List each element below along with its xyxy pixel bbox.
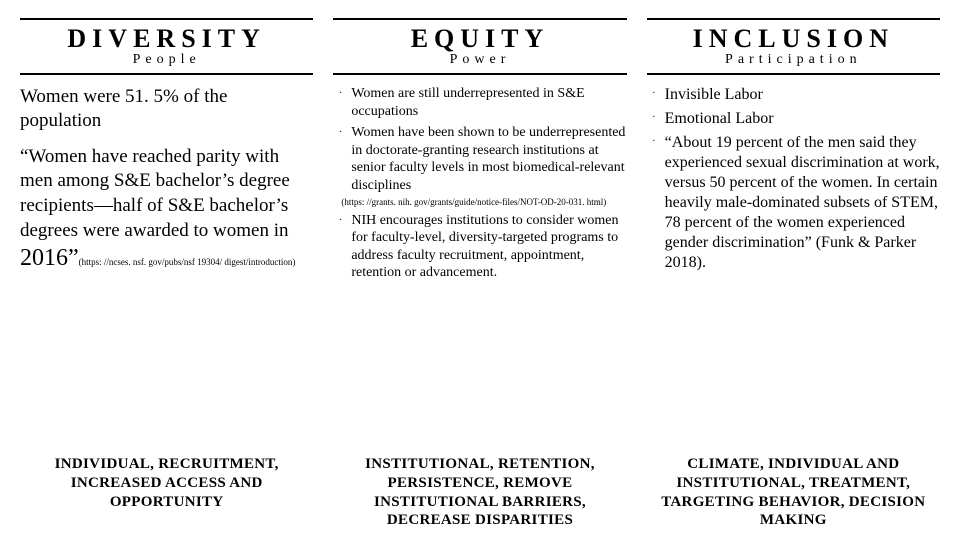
column-title: INCLUSION (647, 24, 940, 54)
column-header: EQUITY Power (333, 18, 626, 75)
column-title: EQUITY (333, 24, 626, 54)
citation: (https: //ncses. nsf. gov/pubs/nsf 19304… (79, 257, 296, 267)
bullet-list: Women are still underrepresented in S&E … (333, 85, 626, 194)
column-subtitle: Participation (647, 52, 940, 68)
list-item: Women have been shown to be underreprese… (343, 124, 626, 194)
list-item: Women are still underrepresented in S&E … (343, 85, 626, 120)
slide: DIVERSITY People Women were 51. 5% of th… (0, 0, 960, 540)
column-header: DIVERSITY People (20, 18, 313, 75)
column-body: Women are still underrepresented in S&E … (333, 85, 626, 286)
footer-cell-diversity: INDIVIDUAL, RECRUITMENT, INCREASED ACCES… (20, 455, 313, 530)
list-item: NIH encourages institutions to consider … (343, 212, 626, 282)
column-header: INCLUSION Participation (647, 18, 940, 75)
list-item: “About 19 percent of the men said they e… (657, 133, 940, 273)
citation: (https: //grants. nih. gov/grants/guide/… (333, 198, 626, 208)
column-diversity: DIVERSITY People Women were 51. 5% of th… (20, 18, 313, 449)
column-subtitle: People (20, 52, 313, 68)
body-paragraph: Women were 51. 5% of the population (20, 85, 313, 133)
column-equity: EQUITY Power Women are still underrepres… (333, 18, 626, 449)
column-inclusion: INCLUSION Participation Invisible Labor … (647, 18, 940, 449)
footer-row: INDIVIDUAL, RECRUITMENT, INCREASED ACCES… (20, 455, 940, 530)
list-item: Invisible Labor (657, 85, 940, 105)
bullet-list: Invisible Labor Emotional Labor “About 1… (647, 85, 940, 273)
footer-cell-equity: INSTITUTIONAL, RETENTION, PERSISTENCE, R… (333, 455, 626, 530)
column-title: DIVERSITY (20, 24, 313, 54)
bullet-list: NIH encourages institutions to consider … (333, 212, 626, 282)
column-body: Women were 51. 5% of the population “Wom… (20, 85, 313, 286)
footer-cell-inclusion: CLIMATE, INDIVIDUAL AND INSTITUTIONAL, T… (647, 455, 940, 530)
list-item: Emotional Labor (657, 109, 940, 129)
column-body: Invisible Labor Emotional Labor “About 1… (647, 85, 940, 277)
column-subtitle: Power (333, 52, 626, 68)
body-text: “Women have reached parity with men amon… (20, 146, 290, 241)
columns-row: DIVERSITY People Women were 51. 5% of th… (20, 18, 940, 449)
body-paragraph: “Women have reached parity with men amon… (20, 145, 313, 275)
body-year: 2016” (20, 245, 79, 271)
